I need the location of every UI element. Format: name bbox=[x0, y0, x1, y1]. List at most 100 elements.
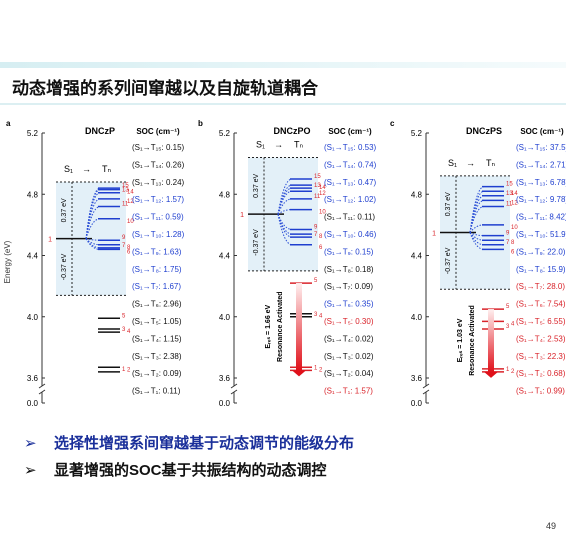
soc-value: (S₁→T₈: 15.9) bbox=[516, 265, 566, 274]
axis-break bbox=[422, 383, 430, 389]
triplet-number: 9 bbox=[314, 224, 318, 230]
header-band bbox=[0, 62, 566, 68]
s1-number: 1 bbox=[432, 231, 436, 238]
resonance-head bbox=[292, 370, 306, 377]
axis-break bbox=[38, 383, 46, 389]
soc-value: (S₁→T₅: 0.30) bbox=[324, 317, 374, 326]
page-number: 49 bbox=[546, 521, 556, 531]
arrow-label: → bbox=[274, 140, 283, 150]
soc-value: (S₁→T₇: 28.0) bbox=[516, 282, 565, 291]
panel-letter: a bbox=[6, 119, 11, 128]
s1-number: 1 bbox=[240, 212, 244, 219]
soc-value: (S₁→T₉: 22.0) bbox=[516, 247, 566, 256]
resonance-text: Resonance Activated bbox=[277, 291, 284, 362]
triplet-number: 6 bbox=[319, 245, 323, 251]
soc-value: (S₁→T₁₃: 0.24) bbox=[132, 178, 185, 187]
bullet: 选择性增强系间窜越基于动态调节的能级分布 bbox=[54, 434, 354, 452]
axis-break bbox=[230, 383, 238, 389]
gap-label: -0.37 eV bbox=[61, 253, 68, 280]
soc-value: (S₁→T₁₃: 6.78) bbox=[516, 178, 566, 187]
triplet-number: 5 bbox=[314, 278, 318, 284]
triplet-number: 12 bbox=[319, 191, 326, 197]
triplet-number: 5 bbox=[506, 304, 510, 310]
triplet-number: 11 bbox=[506, 202, 513, 208]
soc-value: (S₁→T₃: 22.3) bbox=[516, 352, 566, 361]
soc-value: (S₁→T₁₂: 9.78) bbox=[516, 195, 566, 204]
triplet-number: 8 bbox=[127, 245, 131, 251]
y-tick-label: 4.8 bbox=[27, 190, 39, 199]
soc-value: (S₁→T₁: 1.57) bbox=[324, 387, 373, 396]
panel-name: DNCzPO bbox=[273, 126, 310, 136]
soc-value: (S₁→T₄: 1.15) bbox=[132, 334, 182, 343]
triplet-number: 4 bbox=[511, 321, 515, 327]
y-tick-label: 5.2 bbox=[219, 129, 231, 138]
triplet-number: 1 bbox=[506, 367, 510, 373]
triplet-number: 13 bbox=[122, 188, 129, 194]
y-tick-label: 4.4 bbox=[411, 252, 423, 261]
soc-value: (S₁→T₁₅: 0.53) bbox=[324, 143, 377, 152]
s1-number: 1 bbox=[48, 237, 52, 244]
bullet-marker: ➢ bbox=[24, 435, 37, 452]
triplet-number: 3 bbox=[122, 327, 126, 333]
soc-value: (S₁→T₁₃: 0.47) bbox=[324, 178, 377, 187]
triplet-number: 14 bbox=[511, 191, 518, 197]
triplet-number: 8 bbox=[319, 234, 323, 240]
y-tick-label: 4.4 bbox=[219, 252, 231, 261]
resonance-energy: Eᵣₑₛ = 1.03 eV bbox=[457, 318, 464, 362]
triplet-number: 1 bbox=[122, 367, 126, 373]
y-tick-label: 0.0 bbox=[411, 399, 423, 408]
gap-label: -0.37 eV bbox=[253, 229, 260, 256]
soc-value: (S₁→T₁₂: 1.02) bbox=[324, 195, 376, 204]
triplet-number: 7 bbox=[314, 232, 318, 238]
y-tick-label: 0.0 bbox=[27, 399, 39, 408]
soc-value: (S₁→T₁₂: 1.57) bbox=[132, 195, 184, 204]
s-label: S₁ bbox=[64, 164, 73, 174]
soc-value: (S₁→T₁₄: 2.71) bbox=[516, 160, 566, 169]
triplet-number: 9 bbox=[122, 235, 126, 241]
triplet-number: 9 bbox=[506, 231, 510, 237]
soc-value: (S₁→T₄: 2.53) bbox=[516, 334, 566, 343]
triplet-number: 7 bbox=[122, 243, 126, 249]
triplet-number: 5 bbox=[122, 313, 126, 319]
soc-header: SOC (cm⁻¹) bbox=[328, 127, 372, 136]
isc-arrow bbox=[469, 186, 485, 233]
soc-header: SOC (cm⁻¹) bbox=[136, 127, 180, 136]
resonance-energy: Eᵣₑₛ = 1.66 eV bbox=[265, 304, 272, 348]
soc-value: (S₁→T₁₄: 0.74) bbox=[324, 160, 377, 169]
soc-value: (S₁→T₁: 0.99) bbox=[516, 387, 565, 396]
triplet-number: 14 bbox=[319, 185, 326, 191]
triplet-number: 11 bbox=[314, 194, 321, 200]
triplet-number: 10 bbox=[511, 225, 518, 231]
gap-label: 0.37 eV bbox=[61, 198, 68, 222]
y-tick-label: 4.0 bbox=[27, 313, 39, 322]
isc-arrow bbox=[277, 198, 293, 215]
t-label: Tₙ bbox=[102, 164, 111, 174]
triplet-number: 12 bbox=[511, 200, 518, 206]
soc-value: (S₁→T₉: 0.15) bbox=[324, 247, 374, 256]
triplet-number: 2 bbox=[511, 369, 515, 375]
y-tick-label: 4.4 bbox=[27, 252, 39, 261]
isc-arrow bbox=[85, 238, 101, 250]
axis-break bbox=[230, 389, 238, 395]
soc-value: (S₁→T₁₅: 37.5) bbox=[516, 143, 566, 152]
triplet-number: 4 bbox=[127, 329, 131, 335]
soc-value: (S₁→T₁₀: 51.9) bbox=[516, 230, 566, 239]
soc-value: (S₁→T₇: 1.67) bbox=[132, 282, 181, 291]
triplet-number: 15 bbox=[506, 182, 513, 188]
triplet-number: 11 bbox=[122, 202, 129, 208]
panel-name: DNCzP bbox=[85, 126, 115, 136]
isc-arrow bbox=[85, 206, 101, 239]
soc-value: (S₁→T₄: 0.02) bbox=[324, 334, 374, 343]
slide-title: 动态增强的系列间窜越以及自旋轨道耦合 bbox=[12, 78, 319, 98]
panel-letter: c bbox=[390, 119, 395, 128]
s-label: S₁ bbox=[256, 140, 265, 150]
isc-arrow bbox=[277, 178, 293, 215]
arrow-label: → bbox=[466, 158, 475, 168]
triplet-number: 13 bbox=[314, 183, 321, 189]
axis-break bbox=[422, 389, 430, 395]
y-tick-label: 0.0 bbox=[219, 399, 231, 408]
axis-break bbox=[38, 389, 46, 395]
soc-value: (S₁→T₇: 0.09) bbox=[324, 282, 373, 291]
soc-value: (S₁→T₃: 0.02) bbox=[324, 352, 374, 361]
